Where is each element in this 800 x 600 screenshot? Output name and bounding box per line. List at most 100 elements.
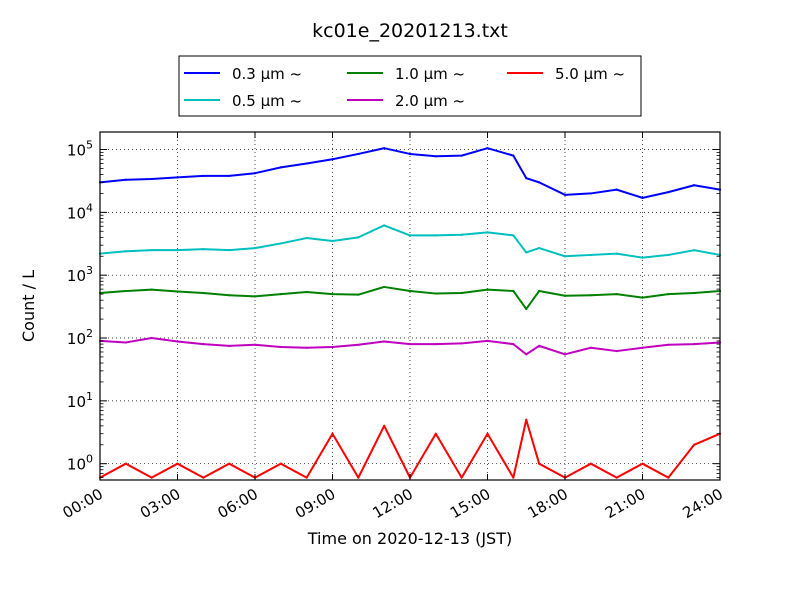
series-4-point xyxy=(641,346,644,349)
series-3-point xyxy=(228,294,231,297)
series-2-point xyxy=(253,246,257,250)
series-line-4 xyxy=(99,337,721,356)
series-1-point xyxy=(408,152,412,156)
series-5-point xyxy=(486,432,489,435)
series-2-point xyxy=(383,224,386,227)
series-5-point xyxy=(512,476,515,479)
y-tick-label: 100 xyxy=(67,453,93,474)
series-3-point xyxy=(176,290,179,293)
legend-label: 0.3 µm ~ xyxy=(232,65,302,83)
series-1-point xyxy=(693,184,696,187)
series-2-point xyxy=(460,233,463,236)
y-tick-label: 103 xyxy=(67,264,93,285)
x-axis-label: Time on 2020-12-13 (JST) xyxy=(307,529,512,548)
series-2-point xyxy=(305,236,308,240)
series-1-point xyxy=(253,172,257,175)
series-3-point xyxy=(512,289,515,293)
series-2-point xyxy=(693,249,696,252)
series-3-point xyxy=(538,289,541,293)
series-2-point xyxy=(512,234,515,237)
series-1-point xyxy=(589,192,592,195)
series-5-point xyxy=(202,476,205,479)
series-4-point xyxy=(150,336,153,340)
series-3-point xyxy=(124,289,127,293)
series-line-5 xyxy=(99,418,721,479)
series-1-point xyxy=(538,181,541,184)
series-1-point xyxy=(383,147,386,150)
series-4-point xyxy=(408,343,412,346)
series-3-point xyxy=(434,292,437,295)
series-line-3 xyxy=(99,285,721,310)
series-5-point xyxy=(176,462,179,465)
series-1-point xyxy=(357,152,360,156)
series-4-point xyxy=(253,343,257,346)
series-3-point xyxy=(305,290,308,294)
series-4-point xyxy=(563,353,567,356)
series-3-point xyxy=(693,291,696,295)
series-2-point xyxy=(641,256,644,259)
series-2-point xyxy=(538,246,541,250)
series-1-point xyxy=(615,188,618,191)
series-2-point xyxy=(525,251,528,254)
series-4-point xyxy=(279,345,282,349)
series-5-point xyxy=(460,476,463,479)
series-4-point xyxy=(202,343,205,346)
grid xyxy=(100,132,720,480)
series-2-point xyxy=(331,239,334,243)
series-4-point xyxy=(383,340,386,343)
series-5-point xyxy=(279,462,282,465)
series-2-point xyxy=(434,234,437,237)
series-1-point xyxy=(460,154,463,157)
series-5-point xyxy=(538,462,541,465)
series-1-point xyxy=(512,154,515,157)
y-tick-label: 101 xyxy=(67,390,93,411)
series-1-point xyxy=(150,177,153,181)
series-1-point xyxy=(486,147,489,150)
series-4-point xyxy=(693,343,696,346)
series-1-point xyxy=(228,174,231,178)
series-5-point xyxy=(589,462,592,465)
legend-frame xyxy=(178,55,642,117)
series-4-point xyxy=(486,339,489,342)
legend-label: 1.0 µm ~ xyxy=(395,65,465,83)
series-2-point xyxy=(202,248,205,251)
series-1-point xyxy=(434,155,437,158)
series-3-point xyxy=(253,295,257,298)
series-3-point xyxy=(408,289,412,293)
y-axis-label: Count / L xyxy=(19,270,38,342)
series-5-point xyxy=(305,476,308,479)
series-line-1 xyxy=(99,147,721,199)
series-4-point xyxy=(305,346,308,349)
series-1-point xyxy=(641,196,644,199)
series-1-point xyxy=(305,162,308,165)
series-3-point xyxy=(357,293,360,296)
legend: 0.3 µm ~ 0.5 µm ~ 1.0 µm ~ 2.0 µm ~ 5.0 µm ~ xyxy=(178,55,642,117)
series-1-point xyxy=(563,193,567,196)
series-1-point xyxy=(202,174,205,178)
series-3-point xyxy=(525,307,528,311)
series-2-point xyxy=(228,249,231,252)
series-4-point xyxy=(176,340,179,343)
series-2-point xyxy=(589,253,592,257)
series-4-point xyxy=(124,341,127,344)
y-tick-label: 104 xyxy=(67,201,93,222)
series-1-point xyxy=(331,158,334,161)
series-1-point xyxy=(279,166,282,169)
series-2-point xyxy=(279,242,282,245)
series-3-point xyxy=(150,288,153,291)
series-2-point xyxy=(563,255,567,258)
series-1-point xyxy=(667,191,670,194)
series-4-point xyxy=(434,343,437,346)
series-2-point xyxy=(615,252,618,255)
series-5-point xyxy=(667,476,670,479)
series-5-point xyxy=(434,432,437,435)
series-4-point xyxy=(525,353,528,356)
series-5-point xyxy=(124,462,127,465)
series-4-point xyxy=(331,345,334,349)
series-4-point xyxy=(460,342,463,345)
series-3-point xyxy=(383,285,386,289)
y-tick-label: 102 xyxy=(67,327,93,348)
series-3-point xyxy=(279,292,282,296)
series-2-point xyxy=(150,249,153,252)
